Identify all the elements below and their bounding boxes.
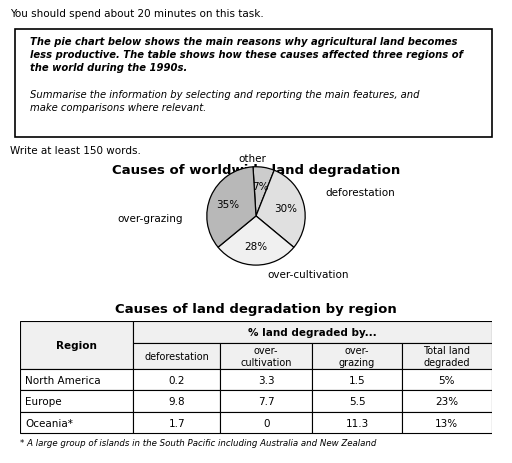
Text: 11.3: 11.3 — [346, 418, 369, 428]
Text: 28%: 28% — [244, 242, 267, 252]
Text: over-cultivation: over-cultivation — [267, 269, 348, 279]
Text: over-grazing: over-grazing — [118, 214, 183, 224]
Bar — [312, 412, 402, 433]
Text: 0.2: 0.2 — [168, 375, 185, 385]
Text: 35%: 35% — [217, 200, 240, 209]
Text: Total land
degraded: Total land degraded — [423, 345, 470, 367]
Bar — [133, 390, 220, 412]
Text: Write at least 150 words.: Write at least 150 words. — [10, 145, 141, 156]
Text: Causes of worldwide land degradation: Causes of worldwide land degradation — [112, 164, 400, 177]
Text: 13%: 13% — [435, 418, 458, 428]
Bar — [402, 412, 492, 433]
Text: other: other — [238, 154, 266, 163]
Text: 1.5: 1.5 — [349, 375, 366, 385]
Text: 23%: 23% — [435, 396, 458, 406]
Text: deforestation: deforestation — [326, 188, 396, 198]
Bar — [220, 343, 312, 369]
Text: Europe: Europe — [25, 396, 62, 406]
Text: * A large group of islands in the South Pacific including Australia and New Zeal: * A large group of islands in the South … — [20, 438, 377, 447]
Text: over-
cultivation: over- cultivation — [241, 345, 292, 367]
Bar — [220, 390, 312, 412]
Text: 7.7: 7.7 — [258, 396, 274, 406]
Text: Oceania*: Oceania* — [25, 418, 73, 428]
Text: 3.3: 3.3 — [258, 375, 274, 385]
Bar — [133, 322, 492, 343]
Bar — [402, 343, 492, 369]
Bar — [220, 369, 312, 390]
Bar — [312, 343, 402, 369]
Text: 5.5: 5.5 — [349, 396, 366, 406]
Bar — [133, 412, 220, 433]
Bar — [133, 343, 220, 369]
Bar — [312, 369, 402, 390]
Text: Causes of land degradation by region: Causes of land degradation by region — [115, 302, 397, 316]
Text: 30%: 30% — [274, 204, 297, 214]
Text: 9.8: 9.8 — [168, 396, 185, 406]
Text: % land degraded by...: % land degraded by... — [248, 327, 377, 338]
Text: Region: Region — [56, 340, 97, 350]
Wedge shape — [218, 216, 294, 265]
Text: 5%: 5% — [438, 375, 455, 385]
Text: 0: 0 — [263, 418, 269, 428]
Text: 7%: 7% — [252, 181, 269, 191]
Bar — [20, 322, 133, 369]
Wedge shape — [253, 168, 274, 216]
Bar — [220, 412, 312, 433]
Text: deforestation: deforestation — [144, 351, 209, 361]
Bar — [20, 412, 133, 433]
Bar — [20, 369, 133, 390]
Text: 1.7: 1.7 — [168, 418, 185, 428]
Text: You should spend about 20 minutes on this task.: You should spend about 20 minutes on thi… — [10, 9, 264, 19]
Bar — [402, 390, 492, 412]
Wedge shape — [207, 168, 256, 248]
Bar — [402, 369, 492, 390]
Text: over-
grazing: over- grazing — [339, 345, 375, 367]
Bar — [20, 390, 133, 412]
Text: The pie chart below shows the main reasons why agricultural land becomes
less pr: The pie chart below shows the main reaso… — [30, 37, 463, 73]
Bar — [312, 390, 402, 412]
Bar — [133, 369, 220, 390]
Text: Summarise the information by selecting and reporting the main features, and
make: Summarise the information by selecting a… — [30, 90, 419, 113]
Wedge shape — [256, 171, 305, 248]
Text: North America: North America — [25, 375, 101, 385]
